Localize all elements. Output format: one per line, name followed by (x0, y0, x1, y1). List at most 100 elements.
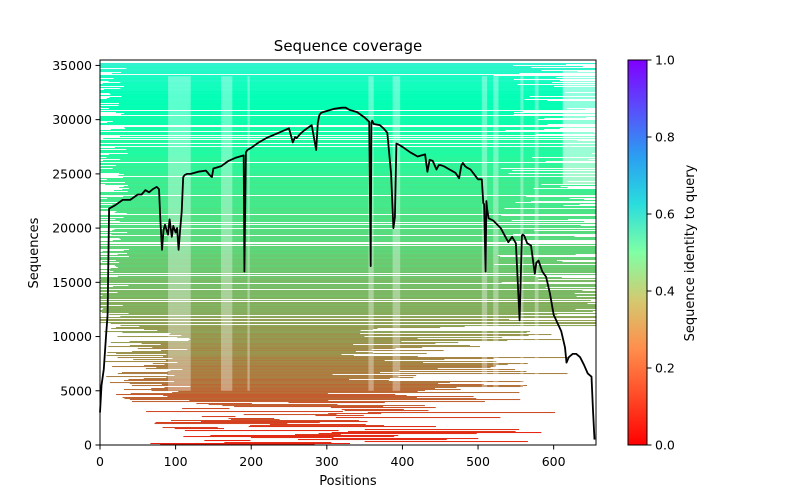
alignment-row (113, 286, 596, 288)
alignment-row (117, 336, 365, 338)
alignment-row (115, 327, 441, 329)
alignment-row (328, 413, 382, 415)
alignment-row (100, 79, 514, 81)
coverage-gap (562, 70, 596, 185)
alignment-row (189, 338, 418, 340)
alignment-row (100, 80, 560, 82)
alignment-row (115, 112, 514, 114)
alignment-row (109, 382, 450, 384)
alignment-row (131, 385, 527, 387)
alignment-row (201, 416, 236, 418)
alignment-row (188, 340, 508, 342)
alignment-row (228, 418, 275, 420)
alignment-row (100, 282, 502, 284)
alignment-row (330, 407, 436, 409)
alignment-row (100, 152, 596, 154)
alignment-row (106, 157, 533, 159)
alignment-row (181, 335, 529, 337)
x-tick-label: 300 (315, 454, 339, 469)
alignment-row (117, 267, 596, 269)
alignment-row (100, 226, 596, 228)
alignment-row (100, 207, 596, 209)
alignment-row (108, 208, 505, 210)
alignment-row (100, 317, 596, 319)
alignment-row (113, 190, 596, 192)
alignment-row (100, 69, 596, 71)
alignment-row (100, 320, 596, 322)
alignment-row (115, 260, 557, 262)
alignment-row (100, 252, 596, 254)
alignment-row (123, 250, 596, 252)
alignment-row (143, 329, 373, 331)
alignment-row (112, 73, 520, 75)
alignment-row (116, 394, 396, 396)
alignment-row (100, 120, 596, 122)
alignment-row (100, 220, 512, 222)
alignment-row (122, 305, 596, 307)
alignment-row (110, 129, 545, 131)
alignment-row (105, 184, 542, 186)
alignment-row (100, 90, 596, 92)
alignment-row (100, 66, 583, 68)
alignment-row (100, 298, 596, 300)
alignment-row (100, 151, 596, 153)
alignment-row (100, 237, 596, 239)
alignment-row (129, 383, 439, 385)
alignment-row (119, 262, 596, 264)
alignment-row (100, 280, 596, 282)
alignment-row (121, 96, 530, 98)
alignment-row (123, 196, 527, 198)
alignment-row (100, 102, 596, 104)
x-tick-label: 200 (239, 454, 263, 469)
alignment-row (100, 233, 596, 235)
alignment-row (100, 150, 596, 152)
alignment-row (174, 381, 524, 383)
alignment-row (224, 442, 332, 444)
chart-title: Sequence coverage (274, 37, 422, 55)
alignment-row (166, 377, 414, 379)
alignment-row (164, 387, 457, 389)
alignment-row (100, 269, 596, 271)
alignment-row (100, 95, 596, 97)
alignment-row (100, 116, 596, 118)
alignment-row (167, 396, 474, 398)
alignment-row (127, 232, 596, 234)
alignment-row (100, 164, 596, 166)
alignment-row (101, 261, 563, 263)
alignment-row (315, 415, 364, 417)
alignment-row (170, 333, 361, 335)
alignment-row (100, 178, 596, 180)
alignment-row (100, 161, 546, 163)
alignment-row (100, 172, 596, 174)
alignment-row (120, 325, 596, 327)
y-tick-label: 20000 (52, 221, 92, 236)
alignment-row (120, 88, 596, 90)
alignment-row (250, 425, 385, 427)
alignment-row (100, 277, 562, 279)
alignment-row (243, 414, 337, 416)
alignment-row (100, 236, 575, 238)
alignment-row (156, 367, 491, 369)
plot-frame (99, 59, 597, 446)
alignment-row (100, 218, 596, 220)
alignment-row (128, 379, 350, 381)
alignment-row (161, 384, 484, 386)
alignment-row (109, 97, 596, 99)
alignment-row (114, 265, 596, 267)
y-tick-label: 5000 (60, 383, 92, 398)
alignment-row (100, 106, 596, 108)
alignment-row (100, 209, 596, 211)
alignment-row (152, 347, 423, 349)
alignment-row (297, 439, 447, 441)
alignment-row (100, 259, 596, 261)
alignment-row (100, 263, 596, 265)
alignment-row (100, 111, 523, 113)
alignment-row (288, 402, 385, 404)
alignment-row (100, 302, 596, 304)
alignment-row (100, 158, 596, 160)
alignment-row (100, 170, 513, 172)
alignment-row (100, 223, 596, 225)
alignment-row (110, 342, 459, 344)
alignment-row (100, 163, 596, 165)
alignment-row (248, 426, 436, 428)
